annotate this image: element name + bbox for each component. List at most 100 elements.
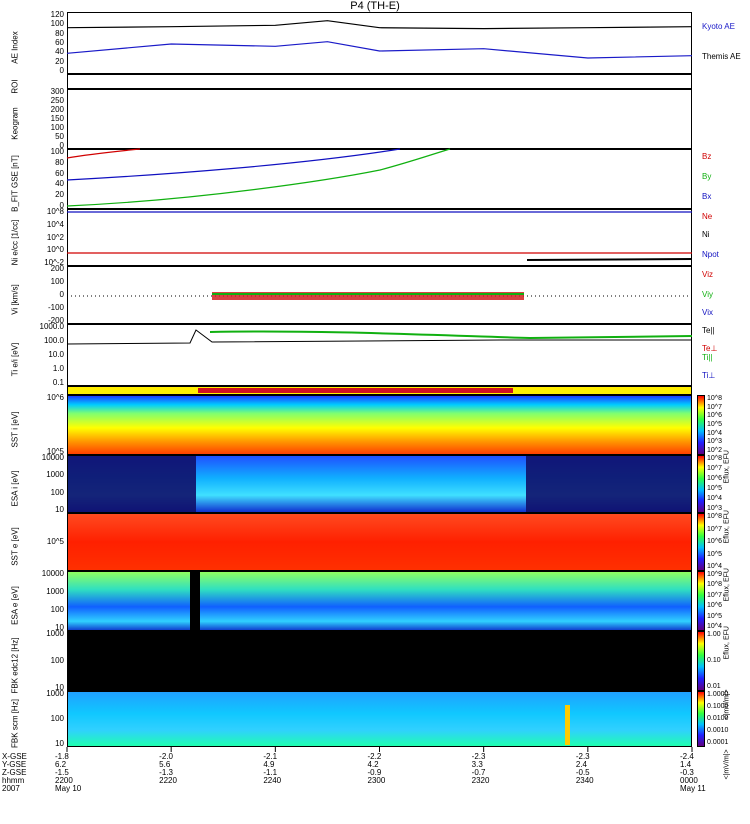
cbar-label-fbk-edc: 0.01 — [707, 683, 721, 690]
fbk-scm-spectrogram — [67, 691, 692, 747]
colorbar-esa-electron — [697, 571, 705, 631]
fbk-scm-burst — [565, 705, 570, 745]
esa-ion-ytick-tick: 10 — [55, 505, 64, 514]
esa-ion-ytick-tick: 100 — [50, 487, 64, 497]
cbar-label-sst-ion: 10^5 — [707, 421, 722, 428]
ti-trace — [209, 330, 693, 340]
cbar-label-esa-electron: 10^7 — [707, 591, 722, 599]
velocity-ytick-tick: -100 — [47, 303, 64, 312]
legend-bx: Bx — [702, 192, 712, 201]
cbar-label-esa-ion: 10^3 — [707, 505, 722, 512]
legend-themis-ae: Themis AE — [702, 52, 741, 61]
ae-ytick-tick: 80 — [55, 28, 64, 38]
sst-electron-spectrogram — [67, 513, 692, 571]
legend-ne: Ne — [702, 212, 713, 221]
cbar-label-fbk-scm: 1.0000 — [707, 691, 729, 698]
legend-vix: Vix — [702, 308, 713, 317]
cbar-label-sst-ion: 10^3 — [707, 438, 722, 446]
xaxis-tick-label: -1.8 6.2 -1.5 2200 May 10 — [55, 752, 82, 793]
legend-kyoto-ae: Kyoto AE — [702, 22, 735, 31]
fbk-scm-ytick-tick: 1000 — [46, 689, 64, 698]
xaxis-row-labels: X-GSE Y-GSE Z-GSE hhmm 2007 — [2, 752, 27, 793]
velocity-ytick-tick: 200 — [50, 264, 64, 273]
keogram-ytick-tick: 250 — [50, 96, 64, 105]
cbar-label-fbk-edc: 0.10 — [707, 657, 721, 664]
fbk-edc-spectrogram — [67, 631, 692, 691]
legend-npot: Npot — [702, 250, 719, 259]
bz-trace — [66, 148, 141, 159]
sst-electron-ytick-tick: 10^5 — [46, 537, 64, 546]
esa-electron-ytick-tick: 100 — [50, 605, 64, 614]
cbar-label-esa-electron: 10^8 — [707, 581, 722, 589]
colorbar-sst-ion — [697, 395, 705, 455]
roi-panel — [67, 74, 692, 89]
page-title: P4 (TH-E) — [350, 0, 400, 12]
sst-ion-ytick-tick: 10^6 — [46, 393, 64, 402]
velocity-noise-band — [212, 292, 524, 300]
cbar-label-esa-electron: 10^6 — [707, 602, 722, 610]
temperature-ytick-tick: 10.0 — [48, 350, 64, 359]
esa-ion-dark-left — [68, 456, 196, 512]
esa-electron-ytick-tick: 1000 — [46, 587, 64, 596]
esa-ion-ytick-tick: 1000 — [46, 470, 64, 480]
esa-ion-ytick-tick: 10000 — [41, 453, 64, 462]
colorbar-esa-ion — [697, 455, 705, 513]
ae-ytick-tick: 20 — [55, 56, 64, 66]
esa-electron-ytick-tick: 10 — [55, 623, 64, 632]
keogram-ytick-tick: 100 — [50, 123, 64, 132]
ae-ytick-tick: 120 — [50, 10, 64, 19]
fbk-scm-ytick-tick: 10 — [55, 739, 64, 748]
keogram-ytick-tick: 200 — [50, 105, 64, 114]
xaxis-tick-label: -2.4 1.4 -0.3 0000 May 11 — [680, 752, 706, 793]
cbar-label-fbk-scm: 0.0100 — [707, 715, 729, 722]
velocity-ytick-tick: 100 — [50, 277, 64, 286]
cbar-label-fbk-scm: 0.0001 — [707, 739, 729, 746]
cbar-label-esa-electron: 10^4 — [707, 623, 722, 630]
density-ytick-tick: 10^8 — [46, 207, 64, 216]
ae-ytick-tick: 60 — [55, 38, 64, 47]
cbar-label-esa-ion: 10^4 — [707, 495, 722, 502]
keogram-panel — [67, 89, 692, 149]
chart-svg — [66, 20, 693, 752]
bfield-ytick-tick: 100 — [50, 147, 64, 156]
temperature-ytick-tick: 1000.0 — [39, 322, 64, 331]
cbar-label-fbk-edc: 1.00 — [707, 631, 721, 638]
cbar-label-esa-electron: 10^9 — [707, 571, 722, 578]
ae-ytick-tick: 0 — [59, 66, 64, 75]
cbar-label-esa-ion: 10^6 — [707, 475, 722, 482]
velocity-ytick-tick: -200 — [47, 316, 64, 325]
bfield-ytick-tick: 60 — [55, 168, 64, 178]
keogram-ytick-tick: 50 — [55, 132, 64, 141]
cbar-label-sst-ion: 10^8 — [707, 395, 722, 402]
legend-viz: Viz — [702, 270, 713, 279]
cbar-label-sst-electron: 10^4 — [707, 563, 722, 570]
xaxis-tick-label: -2.3 3.3 -0.7 2320 — [471, 752, 490, 785]
esa-electron-spectrogram — [67, 571, 692, 631]
xaxis-tick-label: -2.2 4.2 -0.9 2300 — [367, 752, 386, 785]
legend-ni: Ni — [702, 230, 710, 239]
temperature-ytick-tick: 100.0 — [43, 336, 64, 345]
legend-ti-perp: Ti⊥ — [702, 371, 716, 380]
temperature-panel — [67, 324, 692, 386]
colorbar-fbk-edc — [697, 631, 705, 691]
bfield-ytick-tick: 80 — [55, 157, 64, 167]
sst-ion-spectrogram — [67, 395, 692, 455]
ni-trace — [526, 258, 693, 261]
temperature-ytick-tick: 0.1 — [52, 378, 64, 387]
legend-te-perp: Te⊥ — [702, 344, 718, 353]
esa-ion-dark-right — [526, 456, 691, 512]
fbk-edc-ytick-tick: 1000 — [46, 629, 64, 638]
cbar-label-sst-electron: 10^6 — [707, 538, 722, 545]
keogram-ytick-tick: 150 — [50, 114, 64, 123]
bx-trace — [66, 148, 401, 181]
temperature-ytick-tick: 1.0 — [52, 364, 64, 373]
legend-viy: Viy — [702, 290, 713, 299]
density-ytick-tick: 10^4 — [46, 219, 64, 229]
cbar-label-fbk-scm: 0.0010 — [707, 727, 729, 734]
density-panel — [67, 209, 692, 266]
velocity-ytick-tick: 0 — [59, 290, 64, 299]
cbar-label-sst-ion: 10^4 — [707, 429, 722, 437]
fbk-scm-ytick-tick: 100 — [50, 714, 64, 723]
keogram-ytick-tick: 300 — [50, 87, 64, 96]
legend-ti-par: Ti|| — [702, 353, 713, 362]
